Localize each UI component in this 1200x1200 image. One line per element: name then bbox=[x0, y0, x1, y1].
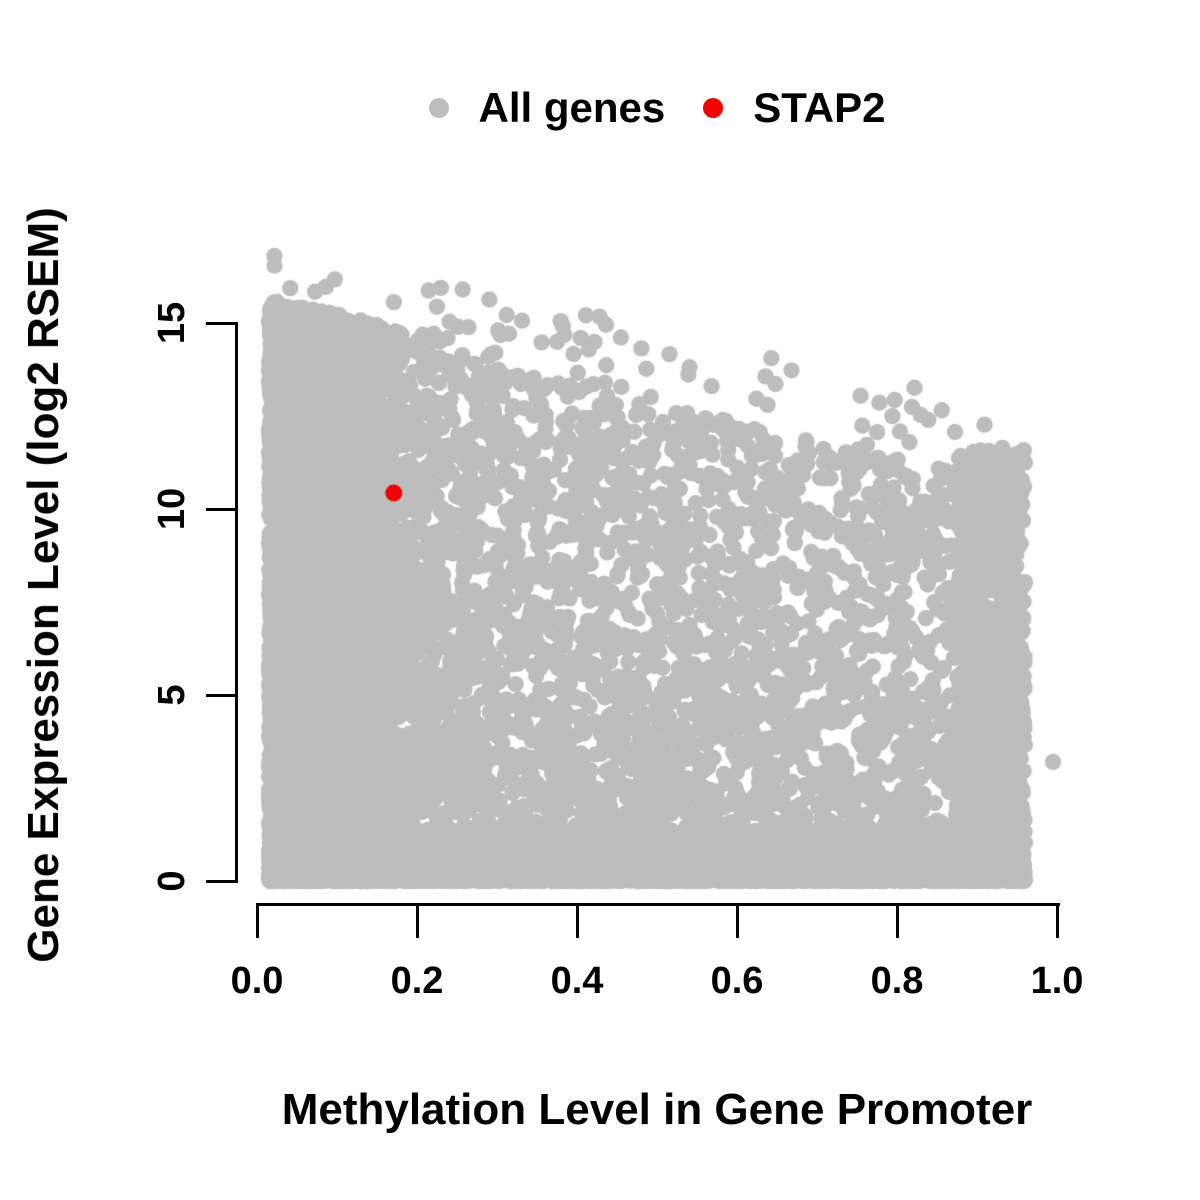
y-axis-line bbox=[235, 322, 238, 883]
y-tick-mark-0 bbox=[206, 879, 236, 883]
x-tick-label-0.2: 0.2 bbox=[390, 960, 444, 1002]
x-axis-title: Methylation Level in Gene Promoter bbox=[281, 1085, 1033, 1134]
x-tick-mark-0.0 bbox=[255, 906, 259, 938]
x-tick-label-1.0: 1.0 bbox=[1030, 960, 1084, 1002]
x-tick-label-0.4: 0.4 bbox=[550, 960, 604, 1002]
x-tick-mark-0.6 bbox=[735, 906, 739, 938]
y-tick-label-0: 0 bbox=[151, 870, 193, 892]
y-tick-mark-5 bbox=[206, 693, 236, 697]
x-tick-label-0.0: 0.0 bbox=[230, 960, 284, 1002]
stap2-marker-icon bbox=[703, 98, 724, 118]
legend-item-stap2: STAP2 bbox=[703, 84, 886, 131]
y-tick-label-5: 5 bbox=[151, 684, 193, 706]
legend-item-all-genes: All genes bbox=[428, 84, 666, 131]
y-tick-label-10: 10 bbox=[151, 487, 193, 531]
y-tick-label-15: 15 bbox=[151, 301, 193, 345]
y-axis-title: Gene Expression Level (log2 RSEM) bbox=[19, 207, 68, 963]
x-axis-line bbox=[256, 903, 1060, 906]
y-tick-mark-15 bbox=[206, 321, 236, 325]
x-tick-mark-1.0 bbox=[1055, 906, 1059, 938]
x-tick-mark-0.4 bbox=[575, 906, 579, 938]
x-tick-mark-0.2 bbox=[415, 906, 419, 938]
all-genes-marker-icon bbox=[428, 98, 449, 118]
chart-legend: All genes STAP2 bbox=[257, 84, 1057, 132]
x-tick-label-0.6: 0.6 bbox=[710, 960, 764, 1002]
y-tick-mark-10 bbox=[206, 507, 236, 511]
legend-label-stap2: STAP2 bbox=[753, 84, 886, 131]
legend-label-all-genes: All genes bbox=[478, 84, 666, 131]
x-tick-label-0.8: 0.8 bbox=[870, 960, 924, 1002]
x-tick-mark-0.8 bbox=[895, 906, 899, 938]
